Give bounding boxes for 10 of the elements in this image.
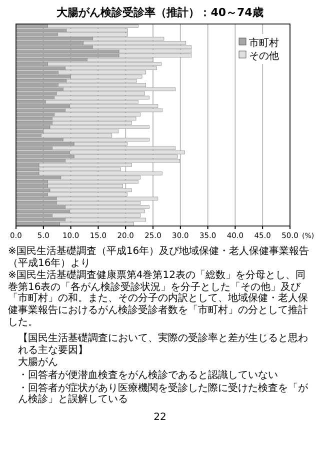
legend-label: 市町村 <box>249 37 279 49</box>
text: ※国民生活基礎調査健康票第4巻第12表の「総数」を分母とし、同巻第16表の「各がん検診受診状況」を分子とした「その他」及び「市町村」の和。また、その分子の内訳として、地域保健・老人保健事業報告におけるがん検診受診者数を「市町村」の分として推計した。 <box>8 270 309 328</box>
text: 大腸がん <box>17 357 59 369</box>
text: 【国民生活基礎調査において、実際の受診率と差が生じると思われる主な要因】 <box>17 333 309 356</box>
text: ・回答者が便潜血検査をがん検診であると認識していない <box>17 370 279 382</box>
legend-label: その他 <box>249 50 279 62</box>
text: ・回答者が症状があり医療機関を受診した際に受けた検査を「がん検診」と誤解している <box>17 382 309 406</box>
text: 22 <box>152 412 168 424</box>
chart-title: 大腸がん検診受診率（推計）：40～74歳 <box>56 6 264 19</box>
text: ※国民生活基礎調査（平成16年）及び地域保健・老人保健事業報告（平成16年）より <box>8 246 310 270</box>
